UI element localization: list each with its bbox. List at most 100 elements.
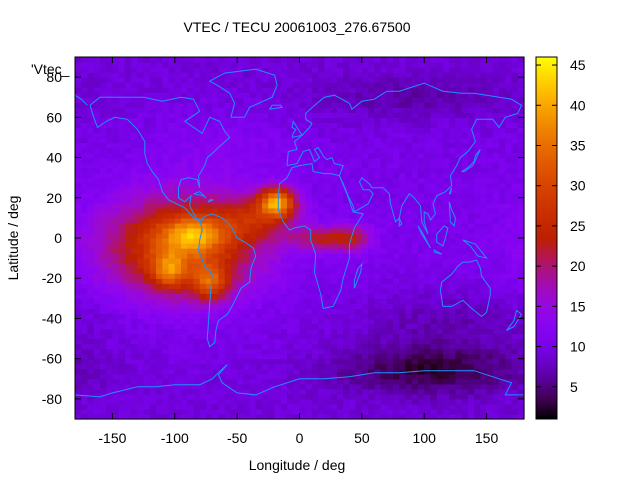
heatmap-cell [255,112,263,118]
heatmap-cell [224,398,232,405]
heatmap-cell [461,333,469,340]
heatmap-cell [106,222,114,229]
heatmap-cell [168,137,176,144]
heatmap-cell [199,167,207,174]
heatmap-cell [168,373,176,380]
heatmap-cell [467,62,475,68]
heatmap-cell [149,358,157,365]
heatmap-cell [380,278,388,284]
heatmap-cell [417,57,425,63]
heatmap-cell [474,192,481,199]
heatmap-cell [417,248,425,254]
heatmap-cell [499,383,506,390]
heatmap-cell [212,197,220,204]
heatmap-cell [311,192,319,199]
heatmap-cell [262,157,269,164]
heatmap-cell [293,182,301,189]
heatmap-cell [205,258,213,264]
heatmap-cell [305,238,313,244]
heatmap-cell [393,328,400,335]
heatmap-cell [112,82,120,88]
heatmap-cell [393,72,400,78]
heatmap-cell [75,353,82,360]
heatmap-cell [393,243,400,249]
heatmap-cell [243,132,251,139]
heatmap-cell [137,67,145,73]
heatmap-cell [274,162,282,169]
heatmap-cell [461,283,469,289]
heatmap-cell [218,298,226,304]
heatmap-cell [137,152,145,159]
heatmap-cell [480,137,488,144]
heatmap-cell [106,62,114,68]
heatmap-cell [461,232,469,239]
heatmap-cell [237,393,244,400]
heatmap-cell [93,338,101,345]
heatmap-cell [143,147,151,154]
heatmap-cell [386,77,394,83]
heatmap-cell [486,192,494,199]
heatmap-cell [399,333,407,340]
heatmap-cell [330,62,338,68]
heatmap-cell [311,222,319,229]
heatmap-cell [81,137,89,144]
heatmap-cell [218,227,226,234]
heatmap-cell [255,303,263,309]
heatmap-cell [324,338,332,345]
heatmap-cell [393,258,400,264]
heatmap-cell [124,413,132,420]
heatmap-cell [505,288,513,294]
heatmap-cell [243,222,251,229]
heatmap-cell [131,348,138,355]
heatmap-cell [324,177,332,184]
heatmap-cell [131,112,138,118]
heatmap-cell [449,172,457,179]
heatmap-cell [449,248,457,254]
heatmap-cell [262,77,269,83]
heatmap-cell [181,328,188,335]
heatmap-cell [149,373,157,380]
heatmap-cell [274,323,282,330]
heatmap-cell [311,298,319,304]
heatmap-cell [467,152,475,159]
heatmap-cell [112,192,120,199]
heatmap-cell [224,333,232,340]
heatmap-cell [330,182,338,189]
heatmap-cell [349,318,357,325]
heatmap-cell [417,388,425,395]
heatmap-cell [330,403,338,410]
heatmap-cell [461,403,469,410]
heatmap-cell [349,157,357,164]
heatmap-cell [405,313,413,320]
heatmap-cell [143,248,151,254]
heatmap-cell [81,378,89,385]
heatmap-cell [324,283,332,289]
heatmap-cell [87,368,95,375]
heatmap-cell [212,192,220,199]
heatmap-cell [467,288,475,294]
heatmap-cell [455,152,463,159]
heatmap-cell [417,177,425,184]
heatmap-cell [436,348,444,355]
heatmap-cell [93,278,101,284]
heatmap-cell [336,368,344,375]
heatmap-cell [449,358,457,365]
heatmap-cell [349,77,357,83]
heatmap-cell [430,398,438,405]
heatmap-cell [349,72,357,78]
heatmap-cell [280,268,288,274]
heatmap-cell [355,77,363,83]
heatmap-cell [156,172,163,179]
heatmap-cell [212,87,220,93]
heatmap-cell [181,248,188,254]
heatmap-cell [430,117,438,123]
heatmap-cell [93,348,101,355]
heatmap-cell [262,202,269,209]
heatmap-cell [411,172,419,179]
heatmap-cell [380,107,388,113]
heatmap-cell [324,147,332,154]
heatmap-cell [455,137,463,144]
heatmap-cell [131,298,138,304]
heatmap-cell [224,353,232,360]
heatmap-cell [499,373,506,380]
